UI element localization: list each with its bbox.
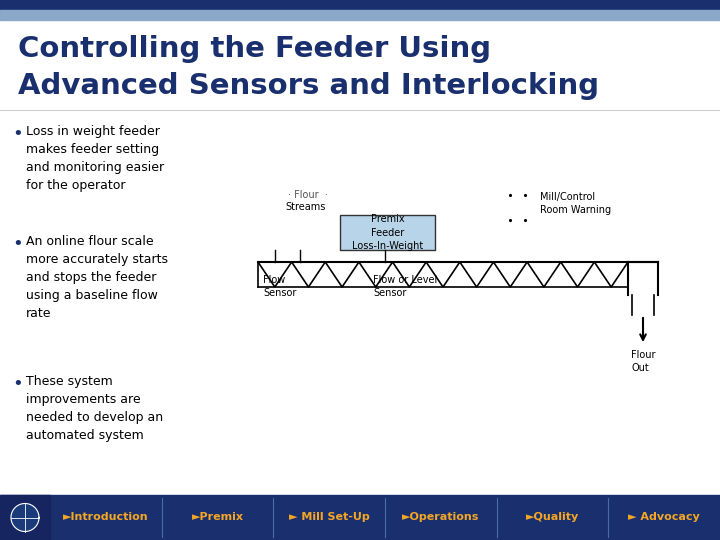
Bar	[0, 20, 720, 110]
Text: An online flour scale
more accurately starts
and stops the feeder
using a baseli: An online flour scale more accurately st…	[26, 235, 168, 320]
Text: Loss in weight feeder
makes feeder setting
and monitoring easier
for the operato: Loss in weight feeder makes feeder setti…	[26, 125, 164, 192]
Text: •: •	[12, 235, 23, 253]
Text: Flour
Out: Flour Out	[631, 350, 655, 373]
Text: Streams: Streams	[285, 202, 325, 212]
Text: · Flour  ·: · Flour ·	[288, 190, 328, 200]
Bar	[0, 495, 50, 540]
Text: ►Operations: ►Operations	[402, 512, 480, 523]
Text: Flow
Sensor: Flow Sensor	[263, 275, 297, 298]
Text: Controlling the Feeder Using: Controlling the Feeder Using	[18, 35, 491, 63]
Text: ► Advocacy: ► Advocacy	[629, 512, 700, 523]
Circle shape	[11, 503, 39, 531]
Text: Advanced Sensors and Interlocking: Advanced Sensors and Interlocking	[18, 72, 599, 100]
Text: These system
improvements are
needed to develop an
automated system: These system improvements are needed to …	[26, 375, 163, 442]
Text: Mill/Control
Room Warning: Mill/Control Room Warning	[540, 192, 611, 215]
Bar	[340, 215, 435, 250]
Text: ► Mill Set-Up: ► Mill Set-Up	[289, 512, 369, 523]
Text: ►Introduction: ►Introduction	[63, 512, 148, 523]
Text: •: •	[12, 375, 23, 393]
Bar	[0, 0, 720, 10]
Text: Flow or Level
Sensor: Flow or Level Sensor	[373, 275, 437, 298]
Text: ►Quality: ►Quality	[526, 512, 579, 523]
Bar	[0, 10, 720, 20]
Text: ►Premix: ►Premix	[192, 512, 243, 523]
Text: Premix
Feeder
Loss-In-Weight: Premix Feeder Loss-In-Weight	[352, 214, 423, 251]
Bar	[0, 495, 720, 540]
Bar	[0, 110, 720, 495]
Text: •: •	[12, 125, 23, 143]
